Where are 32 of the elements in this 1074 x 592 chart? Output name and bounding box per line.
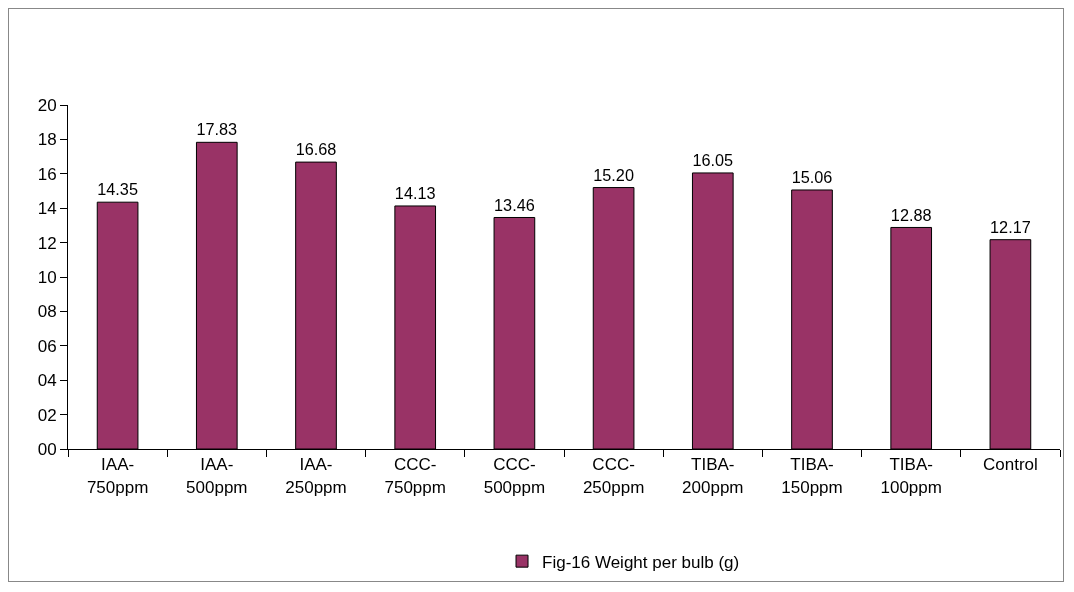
x-tick-label: TIBA-150ppm bbox=[781, 455, 843, 497]
y-tick-label: 14 bbox=[37, 199, 57, 219]
y-tick-label: 00 bbox=[37, 439, 57, 459]
data-label: 12.88 bbox=[890, 205, 932, 224]
y-tick-label: 18 bbox=[37, 130, 57, 150]
x-tick-label: CCC-750ppm bbox=[384, 455, 446, 497]
x-tick-label: TIBA-200ppm bbox=[682, 455, 744, 497]
data-label: 16.05 bbox=[692, 151, 734, 170]
legend-label: Fig-16 Weight per bulb (g) bbox=[542, 552, 740, 572]
x-tick-label: CCC-500ppm bbox=[483, 455, 546, 497]
data-label: 14.13 bbox=[394, 184, 436, 203]
x-tick-label: CCC-250ppm bbox=[582, 455, 645, 497]
x-tick-label: IAA-250ppm bbox=[285, 455, 347, 497]
y-tick-label: 12 bbox=[37, 233, 57, 253]
x-tick-label: IAA-750ppm bbox=[86, 455, 149, 497]
data-label: 14.35 bbox=[97, 180, 138, 199]
data-label: 13.46 bbox=[494, 195, 535, 214]
x-tick-label: IAA-500ppm bbox=[186, 455, 248, 497]
y-tick-label: 02 bbox=[37, 405, 57, 425]
data-label: 16.68 bbox=[295, 140, 337, 159]
y-tick-label: 06 bbox=[37, 336, 57, 356]
y-tick-label: 10 bbox=[37, 267, 57, 287]
y-tick-label: 08 bbox=[37, 302, 57, 322]
data-label: 12.17 bbox=[990, 217, 1031, 236]
x-tick-label: Control bbox=[982, 455, 1038, 475]
data-label: 15.06 bbox=[791, 168, 833, 187]
x-tick-label: TIBA-100ppm bbox=[880, 455, 942, 497]
data-label: 15.20 bbox=[593, 165, 634, 184]
y-tick-label: 16 bbox=[37, 164, 57, 184]
y-tick-label: 04 bbox=[37, 371, 57, 391]
data-label: 17.83 bbox=[196, 120, 238, 139]
y-tick-label: 20 bbox=[37, 95, 57, 115]
